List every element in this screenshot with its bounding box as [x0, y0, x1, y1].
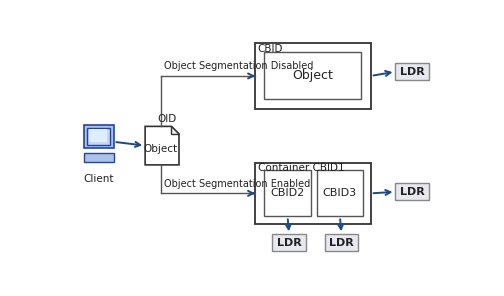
Bar	[325, 234, 358, 251]
Text: OID: OID	[157, 114, 176, 124]
Bar	[395, 183, 429, 200]
Polygon shape	[171, 126, 179, 134]
Bar	[317, 170, 363, 216]
Text: Container CBID1: Container CBID1	[258, 163, 344, 173]
Text: CBID: CBID	[258, 44, 283, 54]
Bar	[255, 163, 371, 224]
Text: LDR: LDR	[329, 238, 354, 248]
FancyBboxPatch shape	[87, 128, 110, 145]
Bar	[265, 170, 310, 216]
Polygon shape	[145, 126, 179, 165]
Text: Object: Object	[292, 70, 334, 83]
Text: LDR: LDR	[400, 187, 425, 197]
Text: Object Segmentation Disabled: Object Segmentation Disabled	[164, 61, 313, 71]
Bar	[272, 234, 306, 251]
Bar	[395, 63, 429, 80]
Text: LDR: LDR	[400, 67, 425, 77]
FancyBboxPatch shape	[84, 152, 113, 162]
FancyBboxPatch shape	[84, 125, 113, 148]
Bar	[255, 43, 371, 109]
FancyBboxPatch shape	[89, 129, 107, 142]
Text: Object: Object	[144, 144, 177, 154]
Bar	[265, 52, 361, 99]
Text: LDR: LDR	[277, 238, 301, 248]
Text: Object Segmentation Enabled: Object Segmentation Enabled	[164, 179, 310, 189]
Text: Client: Client	[84, 174, 114, 184]
Text: CBID3: CBID3	[323, 188, 357, 198]
Text: CBID2: CBID2	[271, 188, 305, 198]
